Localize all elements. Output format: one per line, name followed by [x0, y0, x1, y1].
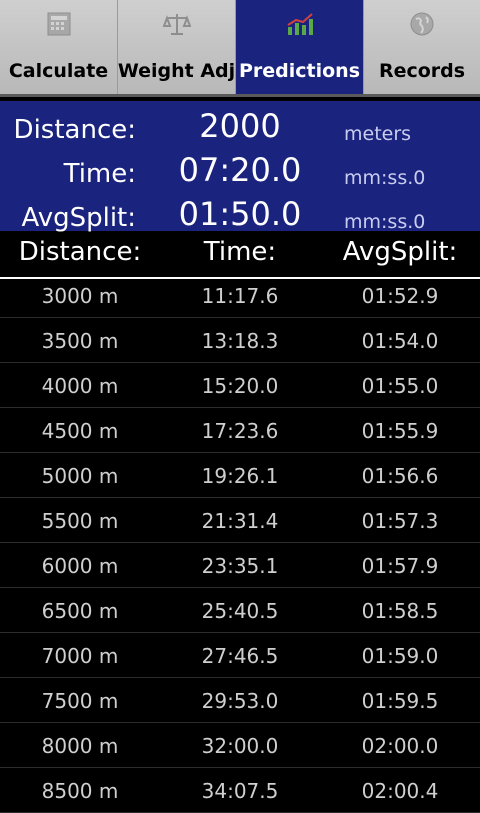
split-label: AvgSplit:: [21, 203, 136, 233]
time-row: Time: 07:20.0 mm:ss.0: [0, 149, 480, 193]
row-time: 19:26.1: [201, 464, 279, 488]
row-split: 01:54.0: [361, 329, 439, 353]
row-time: 25:40.5: [201, 599, 279, 623]
row-split: 01:55.9: [361, 419, 439, 443]
row-split: 01:57.9: [361, 554, 439, 578]
row-distance: 6000 m: [41, 554, 119, 578]
distance-input[interactable]: 2000: [199, 107, 281, 145]
distance-label: Distance:: [13, 115, 136, 145]
table-row[interactable]: 7500 m 29:53.0 01:59.5: [0, 678, 480, 723]
table-header: Distance: Time: AvgSplit:: [0, 231, 480, 279]
tab-bar: Calculate Weight Adj Predictions Records: [0, 0, 480, 96]
header-time: Time:: [203, 237, 277, 267]
row-time: 29:53.0: [201, 689, 279, 713]
row-distance: 8000 m: [41, 734, 119, 758]
row-split: 02:00.4: [361, 779, 439, 803]
scale-icon: [162, 0, 191, 48]
row-split: 01:56.6: [361, 464, 439, 488]
split-unit: mm:ss.0: [344, 211, 426, 233]
time-label: Time:: [63, 159, 136, 189]
row-split: 01:55.0: [361, 374, 439, 398]
tab-label: Records: [378, 60, 466, 82]
time-unit: mm:ss.0: [344, 167, 426, 189]
table-row[interactable]: 8000 m 32:00.0 02:00.0: [0, 723, 480, 768]
globe-icon: [409, 0, 435, 48]
table-row[interactable]: 6500 m 25:40.5 01:58.5: [0, 588, 480, 633]
table-row[interactable]: 4500 m 17:23.6 01:55.9: [0, 408, 480, 453]
input-panel: Distance: 2000 meters Time: 07:20.0 mm:s…: [0, 101, 480, 233]
table-row[interactable]: 3000 m 11:17.6 01:52.9: [0, 273, 480, 318]
calculator-icon: [46, 0, 72, 48]
row-time: 17:23.6: [201, 419, 279, 443]
tab-label: Weight Adj: [117, 60, 236, 82]
table-row[interactable]: 3500 m 13:18.3 01:54.0: [0, 318, 480, 363]
row-time: 23:35.1: [201, 554, 279, 578]
row-split: 01:57.3: [361, 509, 439, 533]
row-split: 01:52.9: [361, 284, 439, 308]
table-row[interactable]: 5000 m 19:26.1 01:56.6: [0, 453, 480, 498]
time-input[interactable]: 07:20.0: [178, 151, 302, 189]
row-distance: 7000 m: [41, 644, 119, 668]
tab-label: Calculate: [8, 60, 109, 82]
row-time: 32:00.0: [201, 734, 279, 758]
row-time: 13:18.3: [201, 329, 279, 353]
table-row[interactable]: 8500 m 34:07.5 02:00.4: [0, 768, 480, 813]
row-distance: 4500 m: [41, 419, 119, 443]
tab-records[interactable]: Records: [364, 0, 480, 94]
split-row: AvgSplit: 01:50.0 mm:ss.0: [0, 193, 480, 237]
row-time: 27:46.5: [201, 644, 279, 668]
distance-row: Distance: 2000 meters: [0, 105, 480, 149]
table-row[interactable]: 7000 m 27:46.5 01:59.0: [0, 633, 480, 678]
tab-predictions[interactable]: Predictions: [236, 0, 364, 94]
header-split: AvgSplit:: [342, 237, 458, 267]
row-distance: 7500 m: [41, 689, 119, 713]
row-distance: 6500 m: [41, 599, 119, 623]
table-row[interactable]: 5500 m 21:31.4 01:57.3: [0, 498, 480, 543]
row-distance: 5500 m: [41, 509, 119, 533]
row-split: 02:00.0: [361, 734, 439, 758]
row-split: 01:59.0: [361, 644, 439, 668]
row-distance: 8500 m: [41, 779, 119, 803]
predictions-list[interactable]: 3000 m 11:17.6 01:52.9 3500 m 13:18.3 01:54.0…: [0, 273, 480, 813]
tab-divider: [0, 94, 480, 97]
row-distance: 4000 m: [41, 374, 119, 398]
chart-icon: [285, 0, 315, 48]
row-time: 15:20.0: [201, 374, 279, 398]
row-time: 21:31.4: [201, 509, 279, 533]
row-distance: 3000 m: [41, 284, 119, 308]
distance-unit: meters: [344, 123, 412, 145]
table-row[interactable]: 4000 m 15:20.0 01:55.0: [0, 363, 480, 408]
header-distance: Distance:: [18, 237, 142, 267]
row-distance: 5000 m: [41, 464, 119, 488]
split-input[interactable]: 01:50.0: [178, 195, 302, 233]
row-distance: 3500 m: [41, 329, 119, 353]
tab-weight-adj[interactable]: Weight Adj: [118, 0, 236, 94]
row-split: 01:58.5: [361, 599, 439, 623]
table-row[interactable]: 6000 m 23:35.1 01:57.9: [0, 543, 480, 588]
tab-label: Predictions: [238, 60, 361, 82]
row-split: 01:59.5: [361, 689, 439, 713]
row-time: 34:07.5: [201, 779, 279, 803]
tab-calculate[interactable]: Calculate: [0, 0, 118, 94]
row-time: 11:17.6: [201, 284, 279, 308]
